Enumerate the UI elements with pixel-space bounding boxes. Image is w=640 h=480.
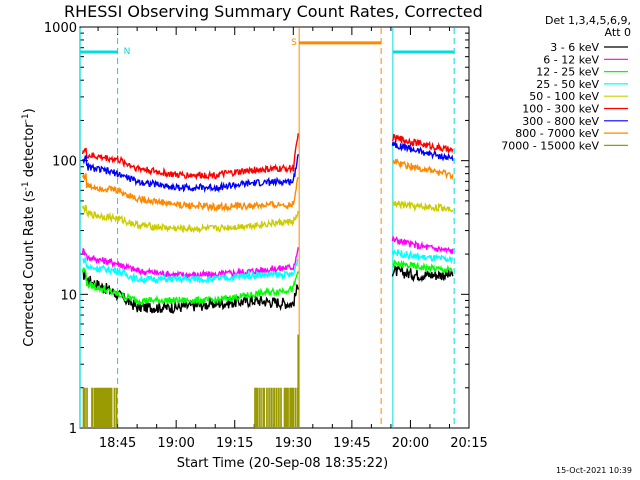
series-line (391, 264, 454, 283)
timestamp: 15-Oct-2021 10:39 (556, 466, 632, 475)
x-axis-label: Start Time (20-Sep-08 18:35:22) (177, 456, 388, 471)
x-tick-label: 19:30 (275, 436, 312, 451)
x-tick-label: 20:15 (450, 436, 487, 451)
series-line (81, 266, 299, 307)
y-label-superscript: -1 (21, 113, 31, 122)
series-line (81, 173, 299, 213)
y-axis-label: Corrected Count Rate (s-1 detector-1) (21, 108, 37, 346)
legend-label: 800 - 7000 keV (515, 127, 599, 140)
x-tick-label: 20:00 (392, 436, 429, 451)
series-line (391, 199, 454, 213)
interval-label: S (291, 38, 297, 48)
legend-label: 6 - 12 keV (543, 53, 599, 66)
legend-header: Det 1,3,4,5,6,9, (545, 14, 631, 27)
y-label-part: Corrected Count Rate (s (22, 190, 37, 347)
series-line (82, 154, 299, 194)
series-line (81, 204, 299, 234)
y-label-part: ) (22, 108, 37, 113)
legend-header: Att 0 (605, 26, 631, 39)
series-line (82, 257, 299, 285)
series-line (391, 249, 453, 265)
x-tick-label: 19:00 (157, 436, 194, 451)
series-line (81, 133, 299, 181)
x-tick-label: 19:45 (333, 436, 370, 451)
legend-label: 7000 - 15000 keV (501, 139, 599, 152)
x-tick-label: 18:45 (99, 436, 136, 451)
legend-label: 25 - 50 keV (536, 78, 599, 91)
legend-label: 3 - 6 keV (550, 41, 599, 54)
series-line (391, 139, 454, 162)
y-label-part: detector (22, 122, 37, 182)
legend-label: 50 - 100 keV (529, 90, 599, 103)
y-tick-label: 10 (60, 288, 77, 303)
legend-label: 100 - 300 keV (522, 103, 599, 116)
interval-label: N (124, 47, 131, 57)
y-tick-label: 1000 (44, 21, 77, 36)
x-tick-label: 19:15 (216, 436, 253, 451)
chart-title: RHESSI Observing Summary Count Rates, Co… (64, 2, 483, 21)
series-line (81, 247, 299, 280)
series-line (391, 234, 454, 255)
series-line (391, 133, 454, 154)
y-tick-label: 1 (69, 422, 77, 437)
y-tick-label: 100 (52, 155, 77, 170)
legend-label: 12 - 25 keV (536, 66, 599, 79)
y-label-superscript: -1 (21, 181, 31, 190)
series-line (392, 259, 454, 274)
series-line (392, 157, 454, 181)
legend-label: 300 - 800 keV (522, 115, 599, 128)
